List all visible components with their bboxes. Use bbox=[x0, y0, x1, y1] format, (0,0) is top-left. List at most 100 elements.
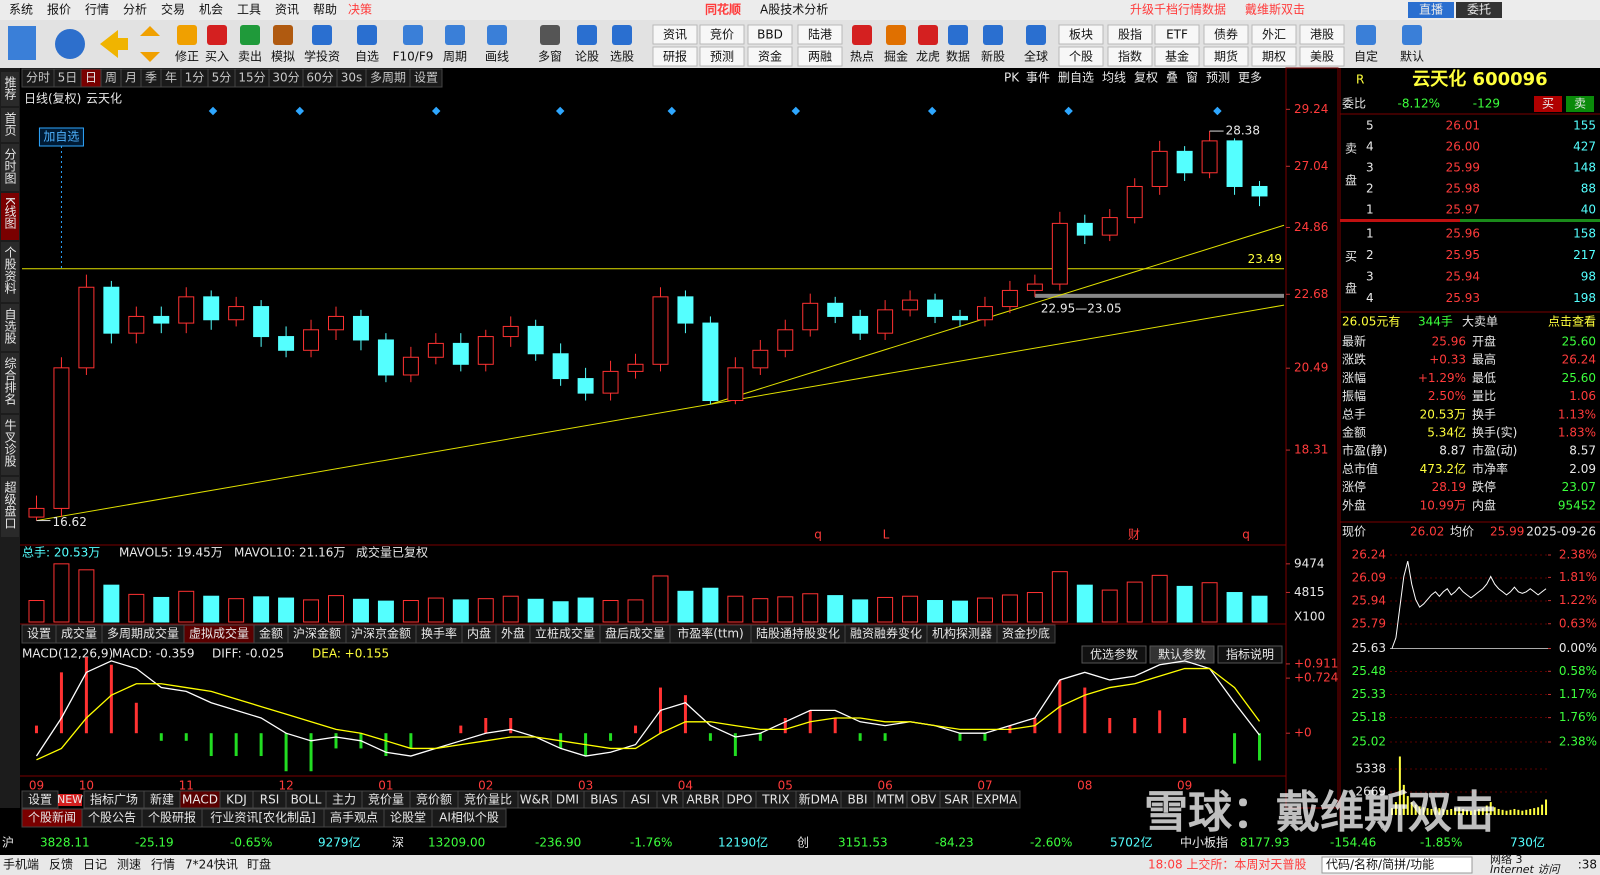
tool-icon[interactable] bbox=[312, 25, 332, 45]
lower-tab-bg[interactable] bbox=[972, 790, 1021, 809]
grid-button[interactable]: 竞价 bbox=[710, 28, 734, 42]
down-icon[interactable] bbox=[140, 52, 160, 62]
grid-button[interactable]: ETF bbox=[1166, 28, 1188, 42]
tool-label[interactable]: 自定 bbox=[1354, 49, 1378, 64]
event-marker[interactable]: 财 bbox=[1128, 528, 1140, 542]
side-tab-bg[interactable] bbox=[1, 477, 19, 537]
tool-label[interactable]: 新股 bbox=[981, 49, 1005, 64]
buy-bg[interactable] bbox=[1534, 96, 1562, 112]
indicator-tab[interactable]: 盘后成交量 bbox=[605, 626, 665, 641]
tool-label[interactable]: 全球 bbox=[1024, 49, 1048, 64]
lower-tab[interactable]: OBV bbox=[911, 793, 937, 807]
grid-button[interactable]: 股指 bbox=[1118, 27, 1142, 42]
period-tab[interactable]: 年 bbox=[165, 71, 177, 85]
tool-label[interactable]: 周期 bbox=[443, 50, 467, 64]
menu-item[interactable]: 工具 bbox=[237, 3, 261, 17]
news-tab[interactable]: 行业资讯[农化制品] bbox=[210, 811, 315, 825]
indicator-tab[interactable]: 成交量 bbox=[61, 626, 97, 641]
lower-tab[interactable]: EXPMA bbox=[976, 793, 1018, 807]
grid-button-bg[interactable] bbox=[1154, 46, 1200, 67]
tool-icon[interactable] bbox=[540, 25, 560, 45]
tool-icon[interactable] bbox=[886, 25, 906, 45]
indicator-tab-bg[interactable] bbox=[996, 624, 1056, 644]
period-tool[interactable]: 叠 bbox=[1166, 71, 1178, 85]
buy-button[interactable]: 买 bbox=[1542, 97, 1554, 111]
link[interactable]: 升级千档行情数据 bbox=[1130, 2, 1226, 17]
lower-tab[interactable]: MTM bbox=[876, 793, 904, 807]
indicator-tab[interactable]: 内盘 bbox=[467, 626, 491, 641]
status-item[interactable]: 反馈 bbox=[49, 858, 73, 872]
tool-label[interactable]: 卖出 bbox=[238, 50, 262, 64]
button[interactable]: 直播 bbox=[1419, 3, 1443, 17]
tool-label[interactable]: 选股 bbox=[610, 50, 634, 64]
event-marker[interactable]: q bbox=[814, 528, 822, 542]
side-tab-bg[interactable] bbox=[1, 72, 19, 106]
lower-tab[interactable]: MACD bbox=[182, 793, 218, 807]
grid-button[interactable]: 期货 bbox=[1214, 49, 1238, 64]
button-bg[interactable] bbox=[1456, 2, 1502, 18]
add-button[interactable]: 加自选 bbox=[43, 130, 79, 144]
indicator-tab[interactable]: 沪深金额 bbox=[293, 626, 341, 641]
lower-tab[interactable]: DMI bbox=[556, 793, 579, 807]
menu-item[interactable]: 报价 bbox=[47, 2, 71, 17]
lower-tab[interactable]: 设置 bbox=[28, 793, 52, 807]
menu-item[interactable]: 机会 bbox=[199, 3, 223, 17]
ai-icon[interactable] bbox=[55, 29, 85, 59]
tool-label[interactable]: 模拟 bbox=[271, 50, 295, 64]
indicator-tab[interactable]: 机构探测器 bbox=[932, 626, 992, 641]
side-tab[interactable]: K线图 bbox=[3, 197, 17, 229]
news-tab[interactable]: AI相似个股 bbox=[439, 811, 499, 825]
period-tool[interactable]: 窗 bbox=[1186, 71, 1198, 85]
side-tab-bg[interactable] bbox=[1, 304, 19, 351]
lower-tab[interactable]: BBI bbox=[847, 793, 867, 807]
summary[interactable]: 26.05元有 bbox=[1342, 315, 1400, 329]
grid-button-bg[interactable] bbox=[1251, 46, 1297, 67]
grid-button-bg[interactable] bbox=[1058, 46, 1104, 67]
side-tab-bg[interactable] bbox=[1, 242, 19, 302]
period-tool[interactable]: 均线 bbox=[1102, 71, 1126, 85]
tool-icon[interactable] bbox=[983, 25, 1003, 45]
period-tab[interactable]: 日 bbox=[85, 71, 97, 85]
indicator-tab[interactable]: 设置 bbox=[27, 627, 51, 641]
tool-icon[interactable] bbox=[487, 25, 507, 45]
tool-icon[interactable] bbox=[273, 25, 293, 45]
macd-button[interactable]: 优选参数 bbox=[1090, 647, 1138, 662]
tool-label[interactable]: 热点 bbox=[850, 50, 874, 64]
tool-label[interactable]: 买入 bbox=[205, 50, 229, 64]
lower-tab[interactable]: KDJ bbox=[226, 793, 247, 807]
side-tab[interactable]: 自选股 bbox=[3, 308, 17, 345]
grid-button[interactable]: 板块 bbox=[1069, 28, 1093, 42]
side-tab[interactable]: 牛叉诊股 bbox=[3, 418, 17, 468]
period-tool[interactable]: 事件 bbox=[1026, 71, 1050, 85]
tool-label[interactable]: 学投资 bbox=[304, 49, 340, 64]
period-tool[interactable]: PK bbox=[1004, 71, 1020, 85]
lower-tab[interactable]: 新DMA bbox=[799, 792, 840, 807]
side-tab[interactable]: 超级盘口 bbox=[3, 480, 17, 529]
indicator-tab[interactable]: 市盈率(ttm) bbox=[677, 626, 743, 641]
indicator-tab[interactable]: 立桩成交量 bbox=[535, 626, 595, 641]
grid-button-bg[interactable] bbox=[652, 46, 698, 67]
grid-button[interactable]: 美股 bbox=[1310, 50, 1334, 64]
indicator-tab[interactable]: 多周期成交量 bbox=[107, 626, 179, 641]
lower-tab[interactable]: 竞价额 bbox=[416, 793, 452, 807]
lower-tab[interactable]: DPO bbox=[727, 793, 753, 807]
news-tab-bg[interactable] bbox=[431, 808, 507, 828]
summary[interactable]: 大卖单 bbox=[1462, 315, 1498, 329]
grid-button-bg[interactable] bbox=[797, 24, 843, 45]
grid-button-bg[interactable] bbox=[1058, 24, 1104, 45]
summary[interactable]: 点击查看 bbox=[1548, 315, 1596, 329]
news-tab[interactable]: 个股研报 bbox=[148, 810, 196, 825]
tool-icon[interactable] bbox=[207, 25, 227, 45]
side-tab[interactable]: 综合排名 bbox=[3, 357, 17, 405]
period-tab[interactable]: 30分 bbox=[272, 71, 299, 85]
lower-tab[interactable]: SAR bbox=[944, 793, 968, 807]
side-tab-bg[interactable] bbox=[1, 193, 19, 240]
menu-item[interactable]: 帮助 bbox=[313, 3, 337, 17]
grid-button-bg[interactable] bbox=[1154, 24, 1200, 45]
lower-tab[interactable]: VR bbox=[662, 793, 679, 807]
menu-item[interactable]: 行情 bbox=[85, 3, 109, 17]
tool-label[interactable]: 修正 bbox=[175, 49, 199, 64]
grid-button[interactable]: 两融 bbox=[808, 50, 832, 64]
period-tab[interactable]: 周 bbox=[105, 71, 117, 85]
tool-icon[interactable] bbox=[357, 25, 377, 45]
